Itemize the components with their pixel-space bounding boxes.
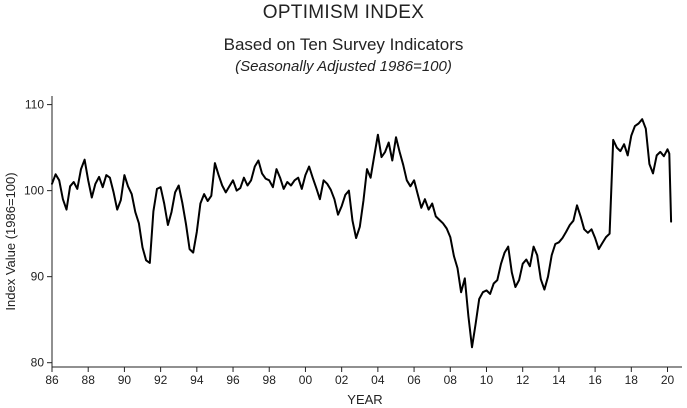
x-axis-title: YEAR — [347, 392, 382, 407]
x-tick-label: 00 — [299, 373, 313, 387]
x-tick-label: 10 — [480, 373, 494, 387]
y-tick-label: 110 — [25, 98, 44, 112]
x-tick-label: 08 — [444, 373, 458, 387]
x-tick-label: 98 — [263, 373, 277, 387]
x-tick-label: 16 — [588, 373, 602, 387]
x-tick-label: 12 — [516, 373, 530, 387]
chart-subtitle-note: (Seasonally Adjusted 1986=100) — [235, 58, 452, 75]
chart-title: OPTIMISM INDEX — [262, 2, 425, 23]
x-tick-label: 94 — [190, 373, 204, 387]
x-tick-label: 90 — [118, 373, 132, 387]
x-tick-label: 86 — [45, 373, 59, 387]
x-tick-label: 96 — [226, 373, 240, 387]
y-tick-label: 100 — [24, 184, 44, 198]
y-axis-title: Index Value (1986=100) — [3, 172, 18, 310]
x-tick-label: 88 — [82, 373, 96, 387]
series-line — [51, 118, 673, 349]
x-tick-label: 20 — [661, 373, 675, 387]
x-tick-label: 18 — [625, 373, 639, 387]
chart-subtitle: Based on Ten Survey Indicators — [223, 35, 464, 54]
x-tick-label: 92 — [154, 373, 168, 387]
x-tick-label: 14 — [552, 373, 566, 387]
x-tick-label: 02 — [335, 373, 349, 387]
y-tick-label: 90 — [31, 270, 45, 284]
y-tick-label: 80 — [31, 356, 45, 370]
x-tick-label: 04 — [371, 373, 385, 387]
x-tick-label: 06 — [407, 373, 421, 387]
